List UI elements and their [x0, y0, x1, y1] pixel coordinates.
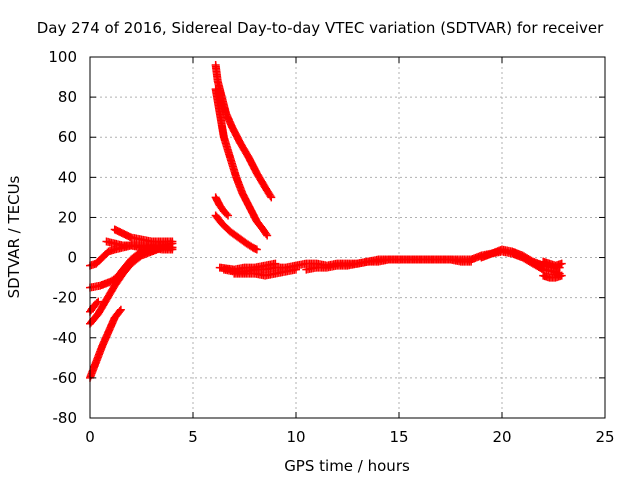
series-track-16	[302, 255, 476, 274]
series-track-14	[230, 265, 300, 280]
data-point	[222, 210, 231, 219]
x-tick-label: 5	[188, 428, 198, 446]
y-tick-label: -20	[53, 289, 78, 307]
data-point	[262, 229, 271, 238]
x-axis-label: GPS time / hours	[284, 457, 410, 475]
y-tick-label: 0	[67, 249, 77, 267]
series-track-8	[211, 61, 276, 202]
x-tick-label: 15	[389, 428, 408, 446]
data-point	[116, 305, 125, 314]
y-axis-label: SDTVAR / TECUs	[5, 175, 23, 298]
y-tick-label: -60	[53, 369, 78, 387]
y-tick-label: 60	[58, 128, 77, 146]
data-point	[266, 191, 275, 200]
plot-frame	[89, 56, 606, 419]
data-point	[94, 297, 103, 306]
x-tick-label: 0	[85, 428, 95, 446]
y-tick-label: 20	[58, 208, 77, 226]
y-tick-label: 100	[48, 48, 77, 66]
x-tick-label: 25	[595, 428, 614, 446]
x-tick-label: 20	[492, 428, 511, 446]
data-point	[168, 237, 177, 246]
data-point	[267, 193, 276, 202]
y-tick-label: 40	[58, 168, 77, 186]
series-track-11	[211, 211, 261, 254]
series-track-6	[102, 237, 177, 254]
grid-layer	[90, 57, 605, 418]
data-layer	[86, 61, 566, 382]
axis-layer: 0 5 10 15 20 25 -80 -60 -40 -20 0 20 40 60 80 100	[48, 48, 614, 446]
data-point	[168, 245, 177, 254]
series-track-9	[211, 85, 272, 240]
data-point	[92, 299, 101, 308]
series-track-19	[539, 257, 566, 270]
data-point	[224, 211, 233, 220]
series-track-20	[539, 271, 566, 282]
y-tick-label: 80	[58, 88, 77, 106]
data-point	[263, 231, 272, 240]
y-tick-label: -80	[53, 409, 78, 427]
data-point	[115, 307, 124, 316]
y-tick-label: -40	[53, 329, 78, 347]
series-track-10	[211, 193, 233, 220]
data-point	[557, 271, 566, 280]
x-tick-label: 10	[286, 428, 305, 446]
chart-title: Day 274 of 2016, Sidereal Day-to-day VTE…	[37, 19, 604, 37]
data-point	[557, 259, 566, 268]
data-point	[252, 245, 261, 254]
series-track-7	[110, 225, 177, 246]
